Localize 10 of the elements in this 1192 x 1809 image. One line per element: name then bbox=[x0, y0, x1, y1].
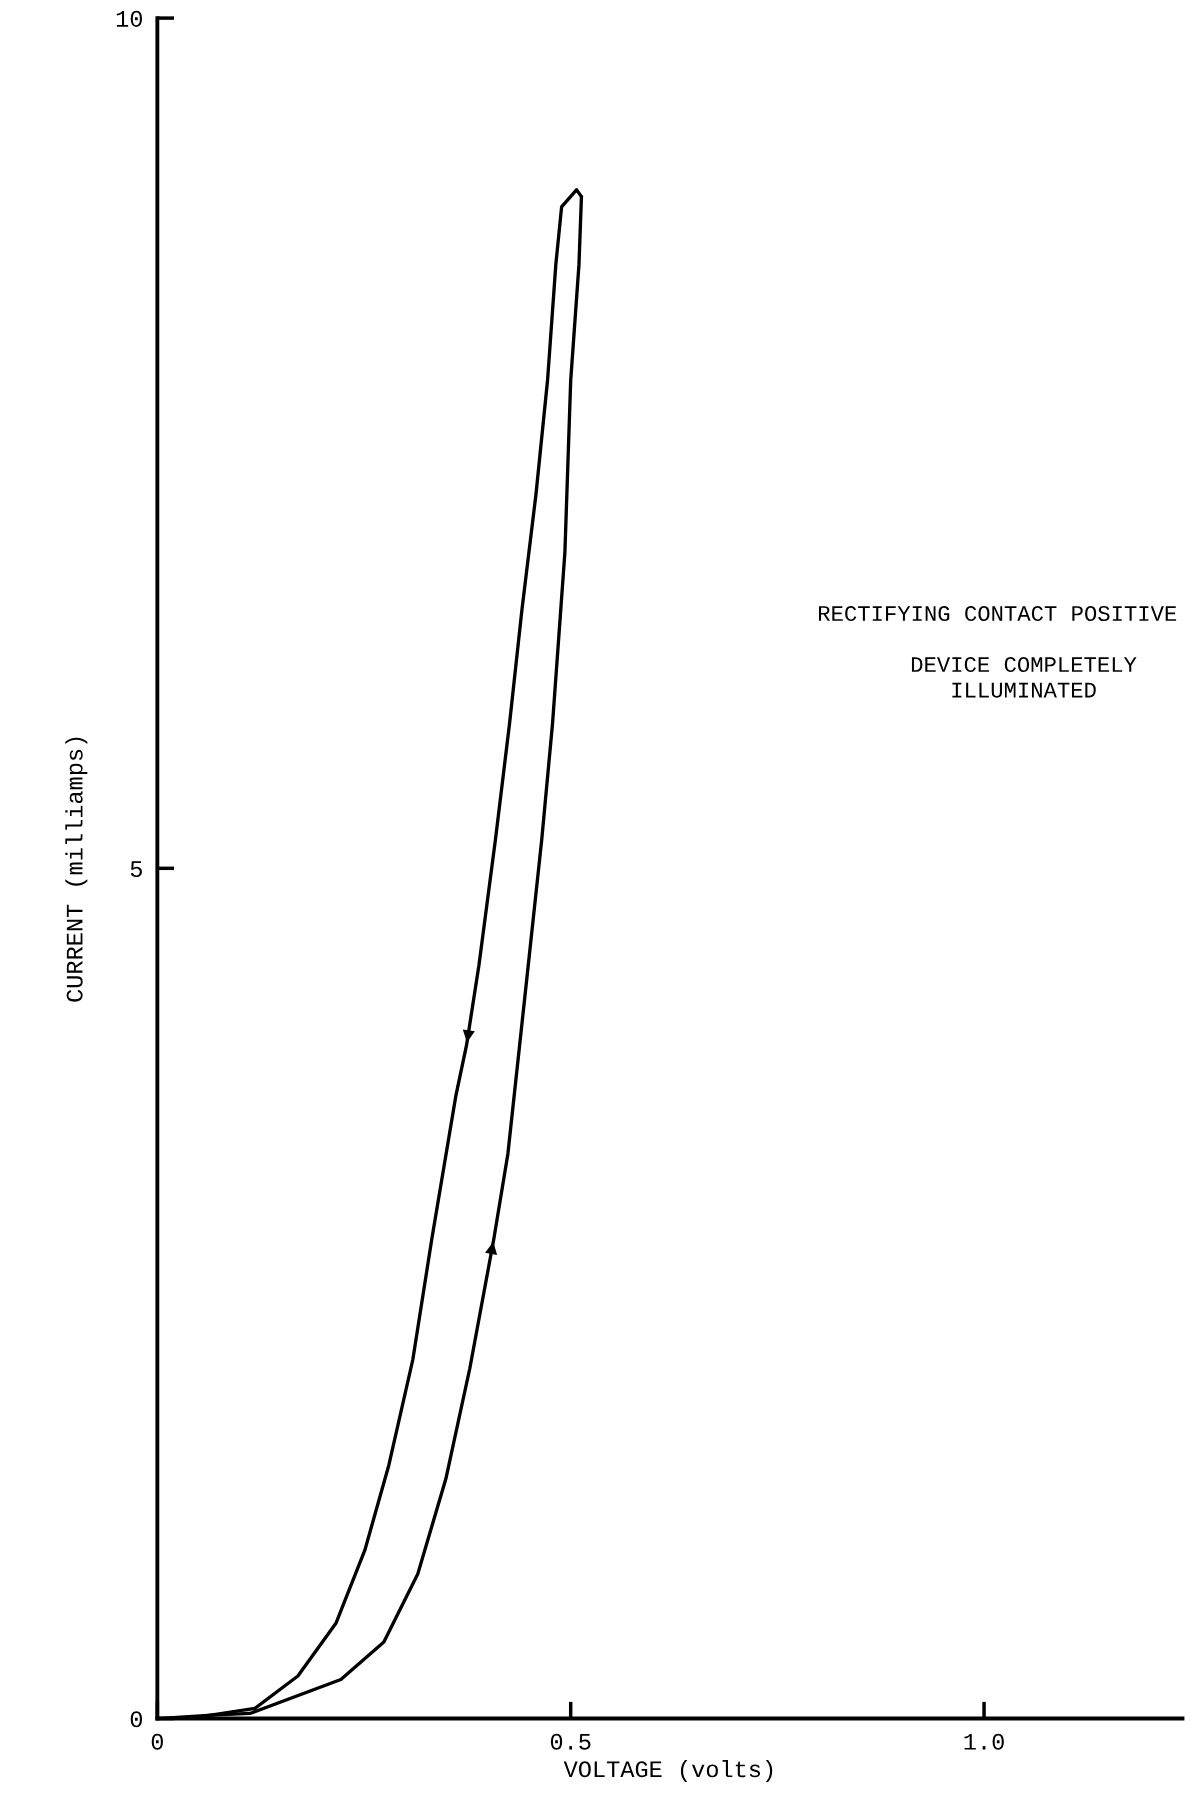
annotation: DEVICE COMPLETELY ILLUMINATED bbox=[911, 657, 1137, 698]
annotation: RECTIFYING CONTACT POSITIVE bbox=[819, 605, 1177, 622]
x-tick-label: 0 bbox=[151, 1733, 163, 1750]
y-axis-title: CURRENT (milliamps) bbox=[65, 737, 88, 1002]
y-tick-label: 0 bbox=[130, 1711, 142, 1728]
y-tick-label: 10 bbox=[116, 10, 142, 27]
x-tick-label: 0.5 bbox=[550, 1733, 591, 1750]
x-tick-label: 1.0 bbox=[964, 1733, 1004, 1750]
y-tick-label: 5 bbox=[130, 861, 142, 878]
x-axis-title: VOLTAGE (volts) bbox=[563, 1760, 773, 1783]
